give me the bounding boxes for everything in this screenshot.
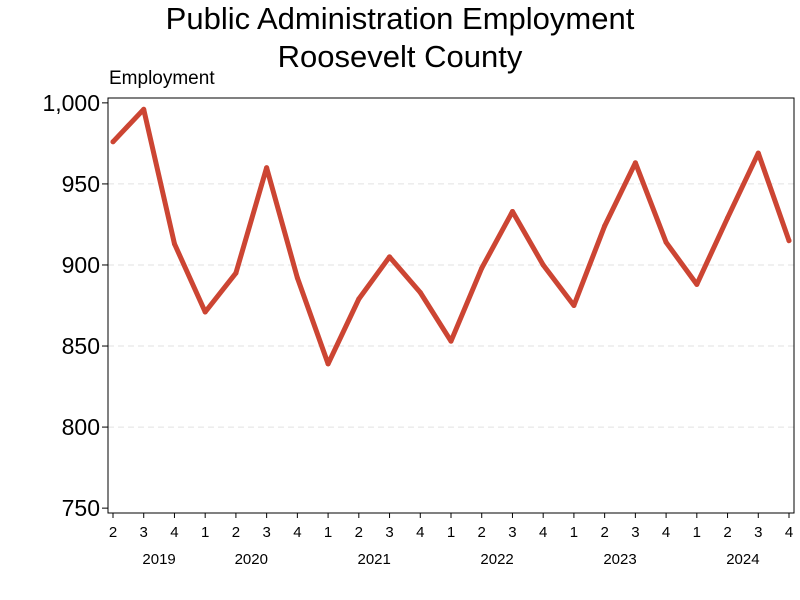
x-year-label: 2022 bbox=[480, 551, 513, 568]
x-tick-label: 1 bbox=[324, 524, 332, 541]
x-year-label: 2023 bbox=[603, 551, 636, 568]
data-point bbox=[171, 241, 177, 247]
x-tick-label: 3 bbox=[631, 524, 639, 541]
data-point bbox=[141, 106, 147, 112]
x-tick-label: 2 bbox=[232, 524, 240, 541]
x-tick-label: 3 bbox=[140, 524, 148, 541]
data-point bbox=[264, 165, 270, 171]
data-point bbox=[786, 238, 792, 244]
data-point bbox=[602, 223, 608, 229]
y-tick-label: 900 bbox=[62, 252, 100, 278]
data-point bbox=[325, 361, 331, 367]
data-point bbox=[233, 270, 239, 276]
data-point bbox=[694, 281, 700, 287]
x-axis: 2 3 4 1 2 3 4 1 2 3 4 1 2 3 4 1 2 3 4 1 2 3 4 2019 2020 2021 2022 2… bbox=[109, 513, 793, 568]
x-tick-label: 2 bbox=[109, 524, 117, 541]
data-point bbox=[356, 296, 362, 302]
y-tick-label: 800 bbox=[62, 414, 100, 440]
y-axis-label: Employment bbox=[109, 68, 215, 89]
x-year-label: 2020 bbox=[235, 551, 268, 568]
x-tick-label: 3 bbox=[385, 524, 393, 541]
data-point bbox=[294, 275, 300, 281]
data-point bbox=[571, 303, 577, 308]
y-tick-label: 950 bbox=[62, 171, 100, 197]
data-point bbox=[632, 160, 638, 166]
data-point bbox=[509, 208, 515, 214]
x-tick-label: 1 bbox=[570, 524, 578, 541]
series-group bbox=[110, 106, 792, 367]
x-tick-label: 2 bbox=[478, 524, 486, 541]
data-point bbox=[540, 262, 546, 268]
x-tick-label: 3 bbox=[508, 524, 516, 541]
x-tick-label: 4 bbox=[662, 524, 670, 541]
data-point bbox=[417, 290, 423, 296]
x-tick-label: 2 bbox=[355, 524, 363, 541]
data-point bbox=[202, 309, 208, 315]
x-tick-label: 4 bbox=[539, 524, 547, 541]
chart-title: Public Administration Employment bbox=[165, 1, 635, 36]
x-year-label: 2024 bbox=[726, 551, 759, 568]
y-tick-label: 1,000 bbox=[42, 90, 100, 116]
data-point bbox=[663, 239, 669, 245]
x-tick-label: 1 bbox=[201, 524, 209, 541]
y-tick-label: 850 bbox=[62, 333, 100, 359]
data-point bbox=[755, 150, 761, 156]
data-point bbox=[725, 215, 731, 221]
y-tick-label: 750 bbox=[62, 495, 100, 521]
x-tick-label: 3 bbox=[754, 524, 762, 541]
gridlines bbox=[108, 183, 794, 428]
x-tick-label: 3 bbox=[262, 524, 270, 541]
y-axis: 750 800 850 900 950 1,000 bbox=[42, 90, 108, 521]
x-year-label: 2019 bbox=[142, 551, 175, 568]
data-point bbox=[110, 139, 116, 145]
chart-subtitle: Roosevelt County bbox=[277, 39, 523, 74]
series-line bbox=[110, 106, 792, 367]
data-point bbox=[448, 338, 454, 344]
x-tick-label: 4 bbox=[416, 524, 424, 541]
x-tick-label: 2 bbox=[723, 524, 731, 541]
x-tick-label: 4 bbox=[785, 524, 793, 541]
data-point bbox=[479, 265, 485, 271]
x-tick-label: 1 bbox=[447, 524, 455, 541]
x-tick-label: 4 bbox=[170, 524, 178, 541]
x-tick-label: 1 bbox=[693, 524, 701, 541]
x-year-label: 2021 bbox=[357, 551, 390, 568]
x-tick-label: 4 bbox=[293, 524, 301, 541]
data-point bbox=[387, 254, 393, 260]
x-tick-label: 2 bbox=[600, 524, 608, 541]
